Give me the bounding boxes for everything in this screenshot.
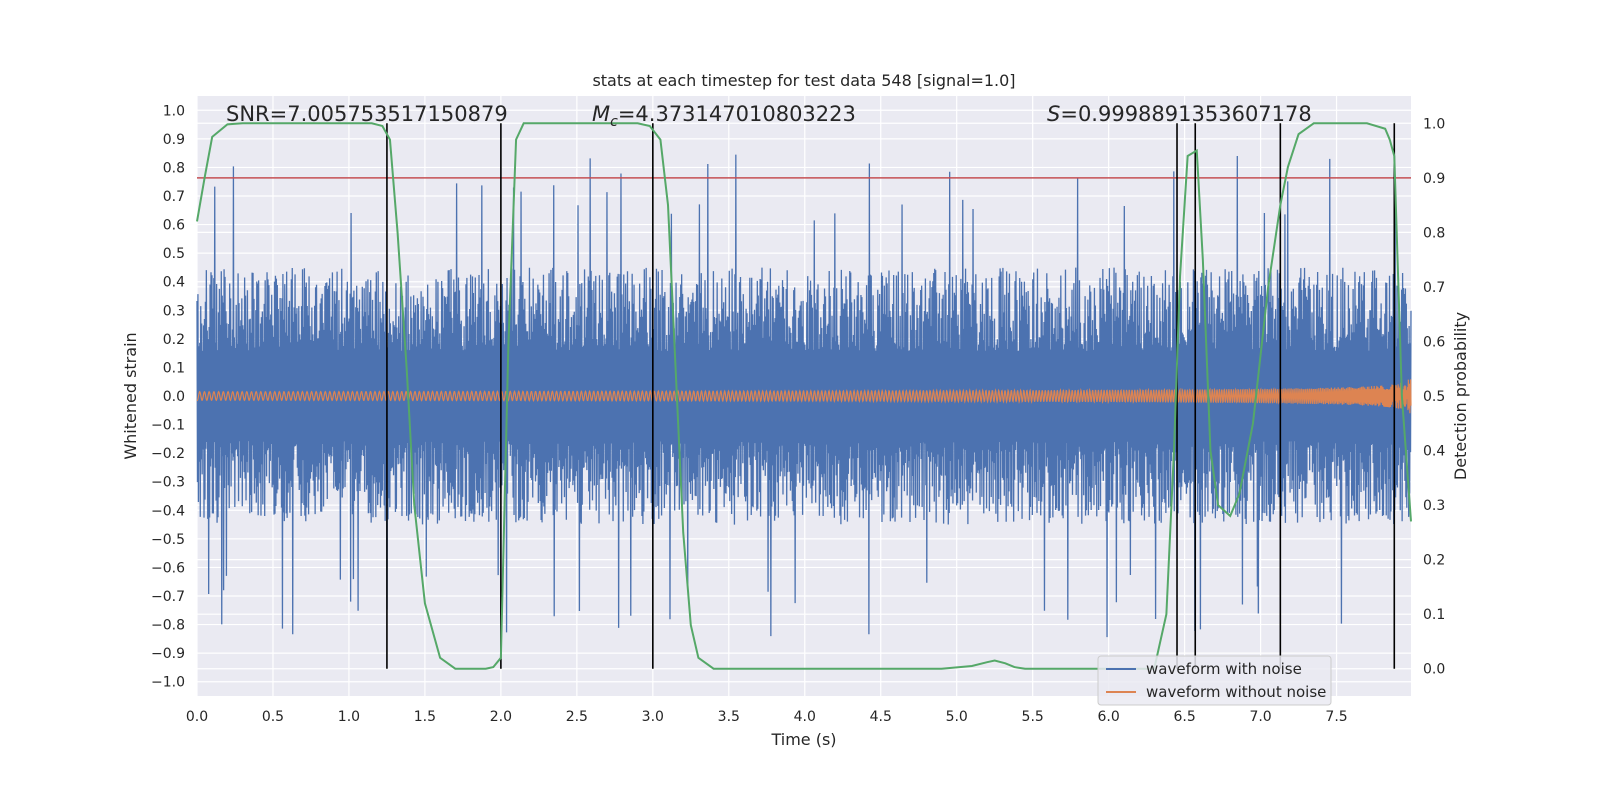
legend-label-clean: waveform without noise: [1146, 683, 1326, 701]
snr-annotation: SNR=7.005753517150879: [226, 102, 508, 126]
x-tick-label: 4.0: [794, 709, 816, 725]
y-left-tick-label: 0.9: [163, 132, 185, 148]
y-axis-left-label: Whitened strain: [121, 332, 140, 459]
vertical-markers: [386, 123, 1396, 669]
legend-label-noise: waveform with noise: [1146, 660, 1302, 678]
y-left-tick-label: −0.4: [151, 503, 185, 519]
x-axis-ticks: 0.0 0.5 1.0 1.5 2.0 2.5 3.0 3.5 4.0 4.5 5.0 5.5 6.0 6…: [186, 709, 1348, 725]
y-left-tick-label: 0.5: [163, 246, 185, 262]
y-left-tick-label: −0.9: [151, 646, 185, 662]
y-left-tick-label: 0.7: [163, 189, 185, 205]
y-left-tick-label: −0.2: [151, 446, 185, 462]
y-right-tick-label: 0.3: [1423, 498, 1445, 514]
y-left-tick-label: 0.1: [163, 360, 185, 376]
y-left-tick-label: −0.8: [151, 618, 185, 634]
y-left-tick-label: −0.7: [151, 589, 185, 605]
y-axis-left-ticks: 1.0 0.9 0.8 0.7 0.6 0.5 0.4 0.3 0.2 0.1 0.0 −0.1 −0.…: [151, 103, 185, 690]
x-tick-label: 6.0: [1098, 709, 1120, 725]
x-tick-label: 3.5: [718, 709, 740, 725]
y-right-tick-label: 0.0: [1423, 662, 1445, 678]
y-right-tick-label: 0.2: [1423, 553, 1445, 569]
x-tick-label: 1.0: [338, 709, 360, 725]
y-left-tick-label: 0.6: [163, 218, 185, 234]
series-detection-probability: [196, 122, 1412, 670]
y-right-tick-label: 0.7: [1423, 280, 1445, 296]
x-tick-label: 6.5: [1173, 709, 1195, 725]
x-tick-label: 2.0: [490, 709, 512, 725]
x-tick-label: 0.5: [262, 709, 284, 725]
score-annotation: S=0.9998891353607178: [1047, 102, 1312, 126]
y-right-tick-label: 0.6: [1423, 334, 1445, 350]
x-tick-label: 5.0: [946, 709, 968, 725]
chart-title: stats at each timestep for test data 548…: [592, 71, 1015, 90]
legend: waveform with noise waveform without noi…: [1097, 655, 1332, 706]
y-left-tick-label: −0.3: [151, 475, 185, 491]
y-right-tick-label: 0.4: [1423, 444, 1445, 460]
x-tick-label: 5.5: [1022, 709, 1044, 725]
y-left-tick-label: 0.0: [163, 389, 185, 405]
x-tick-label: 3.0: [642, 709, 664, 725]
chirp-mass-annotation: Mc=4.373147010803223: [592, 102, 856, 130]
y-left-tick-label: 0.4: [163, 275, 185, 291]
y-right-tick-label: 0.8: [1423, 225, 1445, 241]
x-tick-label: 7.0: [1249, 709, 1271, 725]
y-left-tick-label: 1.0: [163, 103, 185, 119]
x-tick-label: 7.5: [1325, 709, 1347, 725]
legend-box: [1097, 655, 1332, 706]
y-left-tick-label: 0.8: [163, 160, 185, 176]
y-left-tick-label: 0.2: [163, 332, 185, 348]
y-right-tick-label: 0.5: [1423, 389, 1445, 405]
x-tick-label: 0.0: [186, 709, 208, 725]
y-right-tick-label: 1.0: [1423, 116, 1445, 132]
x-axis-label: Time (s): [770, 730, 836, 749]
y-left-tick-label: −0.5: [151, 532, 185, 548]
y-axis-right-label: Detection probability: [1451, 312, 1470, 480]
y-left-tick-label: −1.0: [151, 675, 185, 691]
y-left-tick-label: −0.6: [151, 560, 185, 576]
x-tick-label: 1.5: [414, 709, 436, 725]
x-tick-label: 2.5: [566, 709, 588, 725]
y-right-tick-label: 0.9: [1423, 171, 1445, 187]
y-left-tick-label: −0.1: [151, 418, 185, 434]
y-right-tick-label: 0.1: [1423, 607, 1445, 623]
y-left-tick-label: 0.3: [163, 303, 185, 319]
x-tick-label: 4.5: [870, 709, 892, 725]
y-axis-right-ticks: 1.0 0.9 0.8 0.7 0.6 0.5 0.4 0.3 0.2 0.1 0.0: [1423, 116, 1445, 677]
